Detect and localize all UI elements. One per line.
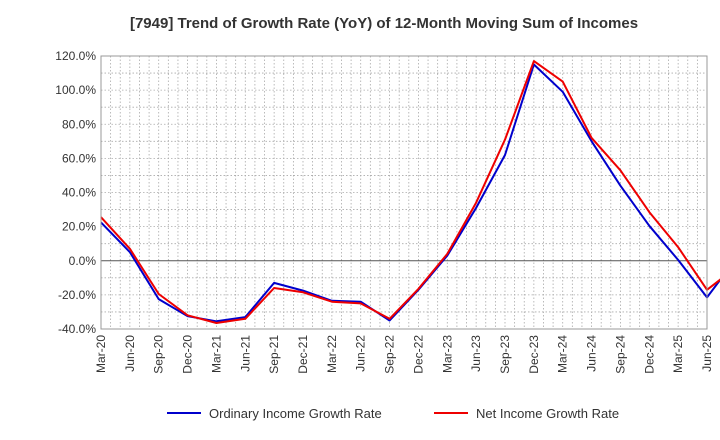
- legend-label: Ordinary Income Growth Rate: [209, 406, 382, 421]
- x-tick-label: Sep-24: [613, 335, 627, 374]
- x-tick-label: Sep-22: [383, 335, 397, 374]
- x-tick-label: Mar-23: [440, 335, 454, 373]
- legend: Ordinary Income Growth Rate Net Income Gr…: [167, 406, 619, 421]
- y-axis-ticks: 120.0% 100.0% 80.0% 60.0% 40.0% 20.0% 0.0% -20.…: [55, 49, 96, 336]
- x-tick-label: Jun-25: [700, 335, 714, 372]
- x-tick-label: Jun-20: [123, 335, 137, 372]
- chart-title: [7949] Trend of Growth Rate (YoY) of 12-…: [130, 15, 638, 32]
- x-tick-label: Dec-22: [411, 335, 425, 374]
- x-tick-label: Mar-22: [325, 335, 339, 373]
- series-layer: [100, 60, 720, 324]
- legend-label: Net Income Growth Rate: [476, 406, 619, 421]
- y-tick-label: 100.0%: [55, 83, 96, 97]
- series-line-net-income: [100, 60, 720, 324]
- x-tick-label: Jun-23: [469, 335, 483, 372]
- x-tick-label: Jun-22: [354, 335, 368, 372]
- y-tick-label: 80.0%: [62, 117, 96, 131]
- y-tick-label: 120.0%: [55, 49, 96, 63]
- y-tick-label: 20.0%: [62, 220, 96, 234]
- x-tick-label: Mar-21: [209, 335, 223, 373]
- y-tick-label: 60.0%: [62, 151, 96, 165]
- y-tick-label: 40.0%: [62, 186, 96, 200]
- x-tick-label: Dec-23: [527, 335, 541, 374]
- x-tick-label: Sep-21: [267, 335, 281, 374]
- x-tick-label: Jun-21: [238, 335, 252, 372]
- grid-lines: [101, 56, 707, 329]
- plot-frame: [100, 55, 708, 330]
- x-tick-label: Dec-20: [181, 335, 195, 374]
- x-tick-label: Mar-24: [556, 335, 570, 373]
- y-tick-label: -20.0%: [58, 288, 96, 302]
- x-tick-label: Mar-20: [94, 335, 108, 373]
- x-axis-ticks: Mar-20 Jun-20 Sep-20 Dec-20 Mar-21 Jun-21 Sep-…: [94, 335, 714, 374]
- y-tick-label: -40.0%: [58, 322, 96, 336]
- x-tick-label: Sep-20: [152, 335, 166, 374]
- y-tick-label: 0.0%: [69, 254, 97, 268]
- x-tick-label: Dec-24: [642, 335, 656, 374]
- x-tick-label: Dec-21: [296, 335, 310, 374]
- x-tick-label: Jun-24: [585, 335, 599, 372]
- x-tick-label: Mar-25: [671, 335, 685, 373]
- x-tick-label: Sep-23: [498, 335, 512, 374]
